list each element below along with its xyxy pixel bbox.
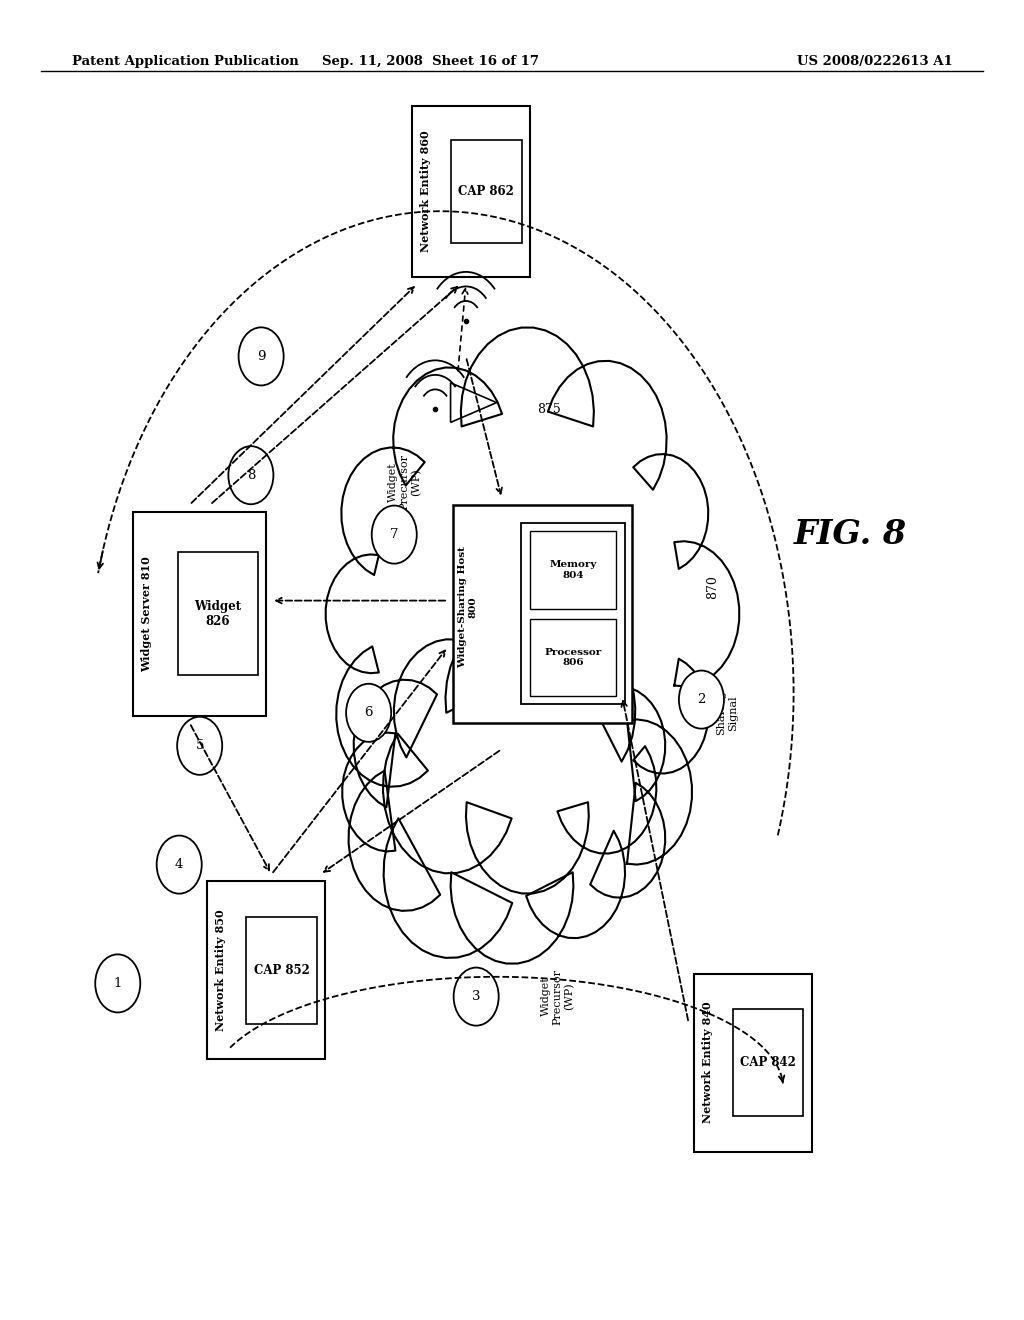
- Text: FIG. 8: FIG. 8: [794, 519, 906, 552]
- Text: Network Entity 860: Network Entity 860: [420, 131, 431, 252]
- Text: Sharing
Signal: Sharing Signal: [716, 690, 738, 735]
- Text: 875: 875: [538, 403, 561, 416]
- Bar: [207, 882, 326, 1059]
- Text: CAP 842: CAP 842: [740, 1056, 796, 1069]
- Text: 7: 7: [390, 528, 398, 541]
- Text: Sep. 11, 2008  Sheet 16 of 17: Sep. 11, 2008 Sheet 16 of 17: [322, 55, 539, 69]
- Text: US 2008/0222613 A1: US 2008/0222613 A1: [797, 55, 952, 69]
- Circle shape: [228, 446, 273, 504]
- Polygon shape: [326, 327, 739, 894]
- Bar: [133, 511, 266, 715]
- Bar: [452, 140, 522, 243]
- Text: Memory
804: Memory 804: [550, 561, 597, 579]
- Text: Widget Server 810: Widget Server 810: [141, 556, 152, 672]
- Text: Widget
Precursor
(WP): Widget Precursor (WP): [388, 454, 421, 510]
- Text: 8: 8: [247, 469, 255, 482]
- Text: Processor
806: Processor 806: [545, 648, 602, 667]
- Circle shape: [95, 954, 140, 1012]
- Text: 4: 4: [175, 858, 183, 871]
- Text: Sharing
Signal: Sharing Signal: [362, 697, 385, 742]
- Text: 5: 5: [196, 739, 204, 752]
- Bar: [178, 552, 258, 675]
- Text: Widget-Sharing Host
800: Widget-Sharing Host 800: [458, 546, 477, 668]
- Bar: [521, 524, 625, 704]
- Text: 3: 3: [472, 990, 480, 1003]
- Text: CAP 852: CAP 852: [254, 964, 309, 977]
- Circle shape: [177, 717, 222, 775]
- Text: 2: 2: [697, 693, 706, 706]
- Text: 9: 9: [257, 350, 265, 363]
- Bar: [530, 619, 616, 696]
- Bar: [694, 974, 811, 1151]
- Text: 870: 870: [707, 576, 720, 599]
- Circle shape: [346, 684, 391, 742]
- Text: Patent Application Publication: Patent Application Publication: [72, 55, 298, 69]
- Text: CAP 862: CAP 862: [459, 185, 514, 198]
- Text: 6: 6: [365, 706, 373, 719]
- Circle shape: [157, 836, 202, 894]
- Circle shape: [679, 671, 724, 729]
- Text: Network Entity 850: Network Entity 850: [215, 909, 226, 1031]
- Circle shape: [454, 968, 499, 1026]
- Bar: [733, 1008, 803, 1117]
- Bar: [453, 504, 632, 722]
- Circle shape: [372, 506, 417, 564]
- Bar: [530, 532, 616, 609]
- Polygon shape: [342, 614, 692, 964]
- Text: Widget
Precursor
(WP): Widget Precursor (WP): [542, 969, 574, 1024]
- Circle shape: [239, 327, 284, 385]
- Text: 1: 1: [114, 977, 122, 990]
- Text: Widget
826: Widget 826: [195, 599, 242, 628]
- Bar: [246, 916, 317, 1024]
- Text: Network Entity 840: Network Entity 840: [701, 1002, 713, 1123]
- Bar: [412, 106, 530, 277]
